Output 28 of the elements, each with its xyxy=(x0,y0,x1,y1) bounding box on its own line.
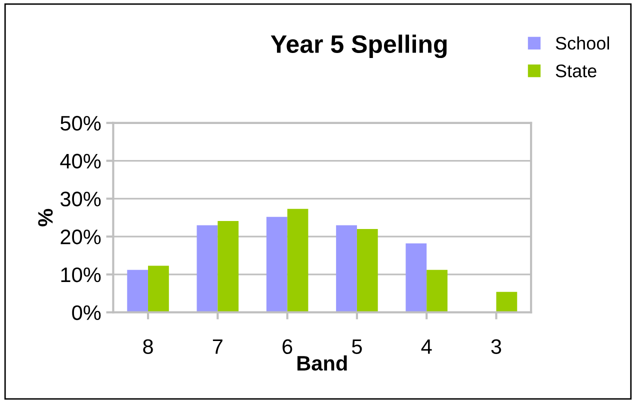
bar xyxy=(266,216,288,312)
y-tick-label: 50% xyxy=(60,116,101,131)
y-tick-label: 40% xyxy=(60,154,101,169)
y-tick-label: 30% xyxy=(60,192,101,206)
x-tick-label: 3 xyxy=(491,339,502,354)
legend-label: State xyxy=(556,64,596,78)
y-axis-title: % xyxy=(38,208,53,226)
bar xyxy=(336,225,357,312)
bar xyxy=(356,228,378,312)
y-tick-label: 0% xyxy=(72,305,101,320)
y-tick-label: 10% xyxy=(61,267,101,282)
bar xyxy=(148,266,169,312)
x-tick-label: 5 xyxy=(352,339,362,354)
bar xyxy=(406,243,427,312)
x-tick-label: 6 xyxy=(282,339,292,354)
y-tick-label: 20% xyxy=(60,230,101,244)
x-tick-label: 7 xyxy=(212,339,222,354)
bar xyxy=(218,221,239,312)
x-tick-label: 4 xyxy=(421,339,432,354)
chart-title: Year 5 Spelling xyxy=(270,34,447,58)
bar xyxy=(426,270,448,312)
bar xyxy=(287,208,308,312)
bar xyxy=(496,292,518,312)
x-tick-label: 8 xyxy=(143,339,153,354)
x-axis-title: Band xyxy=(297,355,347,371)
bar xyxy=(196,225,218,312)
bar xyxy=(127,270,148,312)
legend-label: School xyxy=(556,36,610,50)
